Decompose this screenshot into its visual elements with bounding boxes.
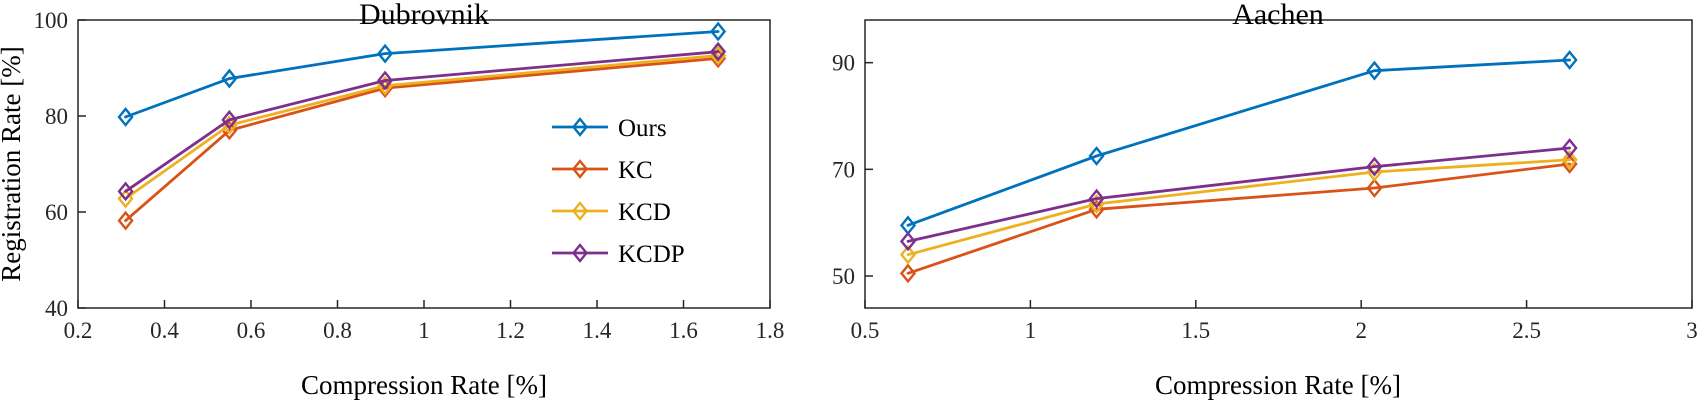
series-kcd	[899, 149, 1578, 265]
x-tick-label: 2	[1355, 318, 1367, 343]
series-ours	[899, 50, 1578, 236]
legend-item-kcdp: KCDP	[552, 241, 685, 268]
y-tick-label: 50	[832, 264, 855, 289]
marker-diamond-icon	[899, 231, 917, 252]
x-tick-label: 1.5	[1181, 318, 1210, 343]
marker-diamond-icon	[117, 210, 134, 231]
marker-diamond-icon	[1088, 146, 1105, 166]
series-ours	[117, 21, 727, 127]
marker-diamond-icon	[571, 243, 589, 263]
y-tick-label: 70	[832, 157, 855, 182]
y-tick-label: 100	[34, 8, 69, 33]
series-line	[906, 158, 1572, 257]
marker-diamond-icon	[1366, 156, 1383, 177]
axes-box	[864, 19, 1693, 309]
x-tick-label: 1.2	[496, 318, 525, 343]
right-chart-title: Aachen	[1232, 0, 1324, 31]
x-tick-label: 2.5	[1512, 318, 1541, 343]
marker-diamond-icon	[1561, 149, 1578, 170]
series-line	[124, 50, 720, 193]
legend: Ours KC KCD KCDP	[552, 115, 685, 268]
left-chart-title: Dubrovnik	[359, 0, 489, 31]
legend-item-ours: Ours	[552, 115, 667, 142]
marker-diamond-icon	[1366, 60, 1383, 81]
left-chart-x-axis-label: Compression Rate [%]	[301, 370, 547, 400]
series-line	[124, 54, 720, 200]
x-tick-label: 0.5	[851, 318, 880, 343]
marker-diamond-icon	[1561, 50, 1578, 70]
series-line	[124, 30, 720, 119]
x-tick-label: 1.6	[669, 318, 698, 343]
plot-dubrovnik: 0.2 0.4 0.6 0.8 1 1.2 1.4 1.6 1.8 40 60 80 100 Ours KC…	[34, 8, 785, 343]
x-tick-label: 1	[418, 318, 430, 343]
marker-diamond-icon	[899, 263, 917, 284]
y-tick-label: 90	[832, 51, 855, 76]
marker-diamond-icon	[1366, 178, 1383, 198]
marker-diamond-icon	[221, 68, 238, 89]
marker-diamond-icon	[710, 41, 727, 62]
y-tick-label: 60	[45, 200, 68, 225]
plots-layer: 0.2 0.4 0.6 0.8 1 1.2 1.4 1.6 1.8 40 60 80 100 Ours KC…	[34, 8, 1698, 343]
x-tick-label: 3	[1686, 318, 1698, 343]
x-tick-label: 0.8	[323, 318, 352, 343]
series-line	[124, 57, 720, 223]
legend-label: KCD	[618, 199, 671, 226]
series-line	[906, 58, 1572, 227]
marker-diamond-icon	[1561, 138, 1578, 158]
x-tick-label: 0.6	[237, 318, 266, 343]
marker-diamond-icon	[571, 159, 589, 179]
marker-diamond-icon	[899, 244, 917, 265]
legend-item-kcd: KCD	[552, 199, 671, 226]
x-tick-label: 0.2	[64, 318, 93, 343]
series-kcdp	[899, 138, 1578, 252]
marker-diamond-icon	[1088, 188, 1105, 209]
x-tick-label: 1.8	[756, 318, 785, 343]
marker-diamond-icon	[377, 43, 394, 64]
legend-label: KC	[618, 157, 653, 184]
series-line	[906, 146, 1572, 243]
y-tick-label: 80	[45, 104, 68, 129]
x-tick-label: 1	[1025, 318, 1037, 343]
marker-diamond-icon	[710, 21, 727, 42]
marker-diamond-icon	[571, 117, 589, 137]
marker-diamond-icon	[117, 107, 134, 127]
marker-diamond-icon	[221, 109, 238, 130]
right-chart-x-axis-label: Compression Rate [%]	[1155, 370, 1401, 400]
series-line	[906, 162, 1572, 275]
left-chart-y-axis-label: Registration Rate [%]	[0, 46, 26, 281]
legend-label: KCDP	[618, 241, 685, 268]
legend-label: Ours	[618, 115, 667, 142]
x-tick-label: 0.4	[150, 318, 179, 343]
legend-item-kc: KC	[552, 157, 653, 184]
marker-diamond-icon	[571, 201, 589, 221]
marker-diamond-icon	[377, 70, 394, 91]
plot-aachen: 0.5 1 1.5 2 2.5 3 50 70 90	[832, 19, 1698, 343]
y-tick-label: 40	[45, 296, 68, 321]
series-kcdp	[117, 41, 727, 202]
marker-diamond-icon	[117, 181, 134, 202]
x-tick-label: 1.4	[583, 318, 612, 343]
